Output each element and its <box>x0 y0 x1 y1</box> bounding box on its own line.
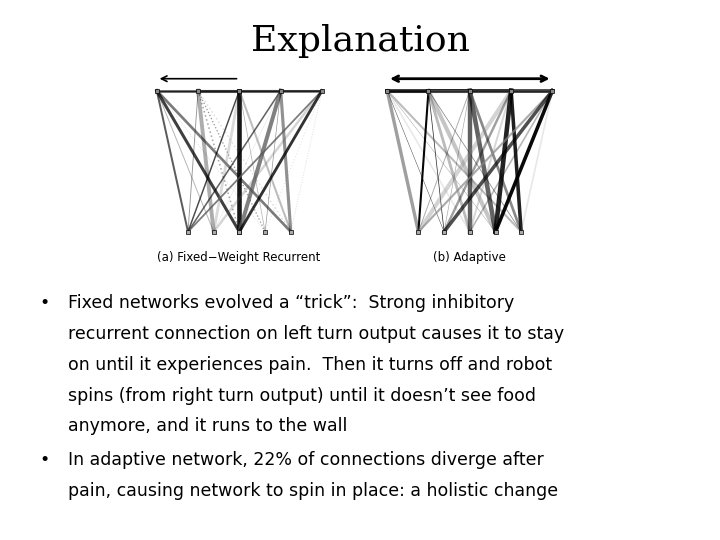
Text: anymore, and it runs to the wall: anymore, and it runs to the wall <box>68 417 348 435</box>
Text: •: • <box>40 451 50 469</box>
Text: Fixed networks evolved a “trick”:  Strong inhibitory: Fixed networks evolved a “trick”: Strong… <box>68 294 515 312</box>
Text: pain, causing network to spin in place: a holistic change: pain, causing network to spin in place: … <box>68 482 559 500</box>
Text: (b) Adaptive: (b) Adaptive <box>433 251 506 264</box>
Text: In adaptive network, 22% of connections diverge after: In adaptive network, 22% of connections … <box>68 451 544 469</box>
Text: Explanation: Explanation <box>251 24 469 58</box>
Text: spins (from right turn output) until it doesn’t see food: spins (from right turn output) until it … <box>68 387 536 404</box>
Text: recurrent connection on left turn output causes it to stay: recurrent connection on left turn output… <box>68 325 564 343</box>
Text: on until it experiences pain.  Then it turns off and robot: on until it experiences pain. Then it tu… <box>68 356 552 374</box>
Text: •: • <box>40 294 50 312</box>
Text: (a) Fixed−Weight Recurrent: (a) Fixed−Weight Recurrent <box>158 251 320 264</box>
